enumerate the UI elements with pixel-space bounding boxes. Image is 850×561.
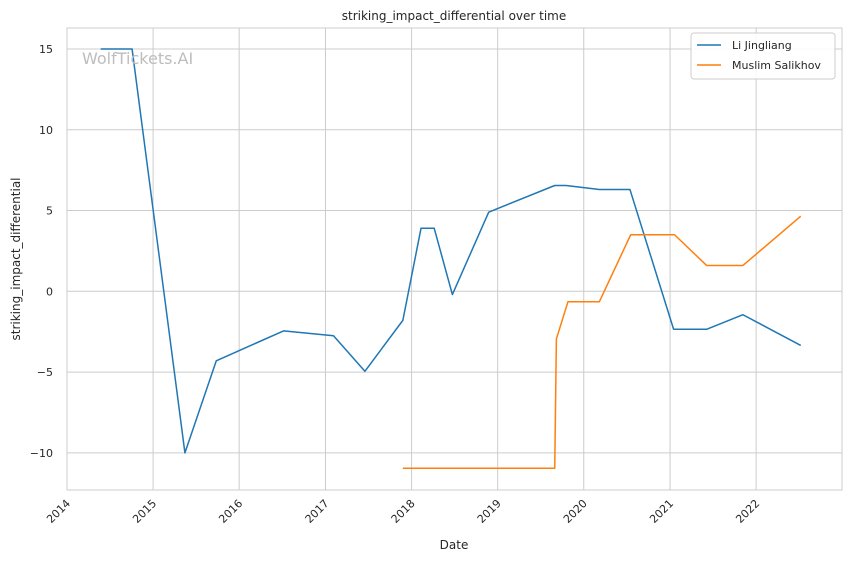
y-tick-label: 10 — [39, 124, 53, 137]
series-layer — [100, 48, 802, 469]
y-tick-label: 5 — [46, 205, 53, 218]
x-axis-label: Date — [440, 538, 469, 552]
watermark: WolfTickets.AI — [82, 49, 193, 68]
y-axis-label: striking_impact_differential — [9, 177, 23, 340]
legend-label-li-jingliang: Li Jingliang — [732, 39, 792, 52]
y-tick-label: −10 — [30, 447, 53, 460]
y-tick-label: 15 — [39, 43, 53, 56]
series-line-li-jingliang — [100, 48, 802, 454]
y-tick-label: −5 — [37, 366, 53, 379]
legend-box — [690, 32, 836, 80]
y-tick-label: 0 — [46, 285, 53, 298]
legend-label-muslim-salikhov: Muslim Salikhov — [732, 59, 821, 72]
chart-title: striking_impact_differential over time — [342, 9, 567, 23]
plot-area-frame — [66, 27, 843, 491]
series-line-muslim-salikhov — [402, 215, 802, 469]
legend: Li Jingliang Muslim Salikhov — [690, 32, 836, 80]
